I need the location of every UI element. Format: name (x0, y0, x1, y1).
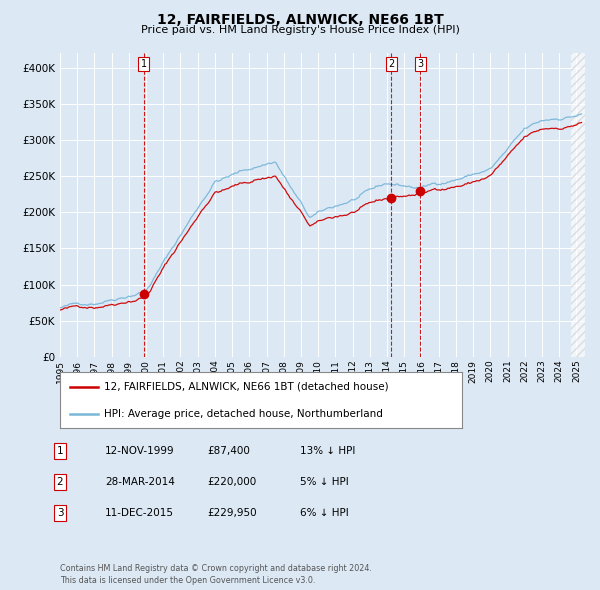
Text: 11-DEC-2015: 11-DEC-2015 (105, 508, 174, 517)
Text: 13% ↓ HPI: 13% ↓ HPI (300, 447, 355, 456)
Text: 12, FAIRFIELDS, ALNWICK, NE66 1BT: 12, FAIRFIELDS, ALNWICK, NE66 1BT (157, 13, 443, 27)
Text: Price paid vs. HM Land Registry's House Price Index (HPI): Price paid vs. HM Land Registry's House … (140, 25, 460, 35)
Text: 6% ↓ HPI: 6% ↓ HPI (300, 508, 349, 517)
Text: 5% ↓ HPI: 5% ↓ HPI (300, 477, 349, 487)
Text: £87,400: £87,400 (207, 447, 250, 456)
Text: 12, FAIRFIELDS, ALNWICK, NE66 1BT (detached house): 12, FAIRFIELDS, ALNWICK, NE66 1BT (detac… (104, 382, 389, 392)
Text: Contains HM Land Registry data © Crown copyright and database right 2024.
This d: Contains HM Land Registry data © Crown c… (60, 565, 372, 585)
Text: £220,000: £220,000 (207, 477, 256, 487)
Text: 2: 2 (388, 59, 394, 69)
Text: £229,950: £229,950 (207, 508, 257, 517)
Text: 28-MAR-2014: 28-MAR-2014 (105, 477, 175, 487)
Text: HPI: Average price, detached house, Northumberland: HPI: Average price, detached house, Nort… (104, 409, 383, 419)
Polygon shape (571, 53, 585, 357)
Text: 2: 2 (56, 477, 64, 487)
Text: 1: 1 (141, 59, 147, 69)
Text: 12-NOV-1999: 12-NOV-1999 (105, 447, 175, 456)
Text: 3: 3 (418, 59, 424, 69)
Text: 3: 3 (56, 508, 64, 517)
Text: 1: 1 (56, 447, 64, 456)
